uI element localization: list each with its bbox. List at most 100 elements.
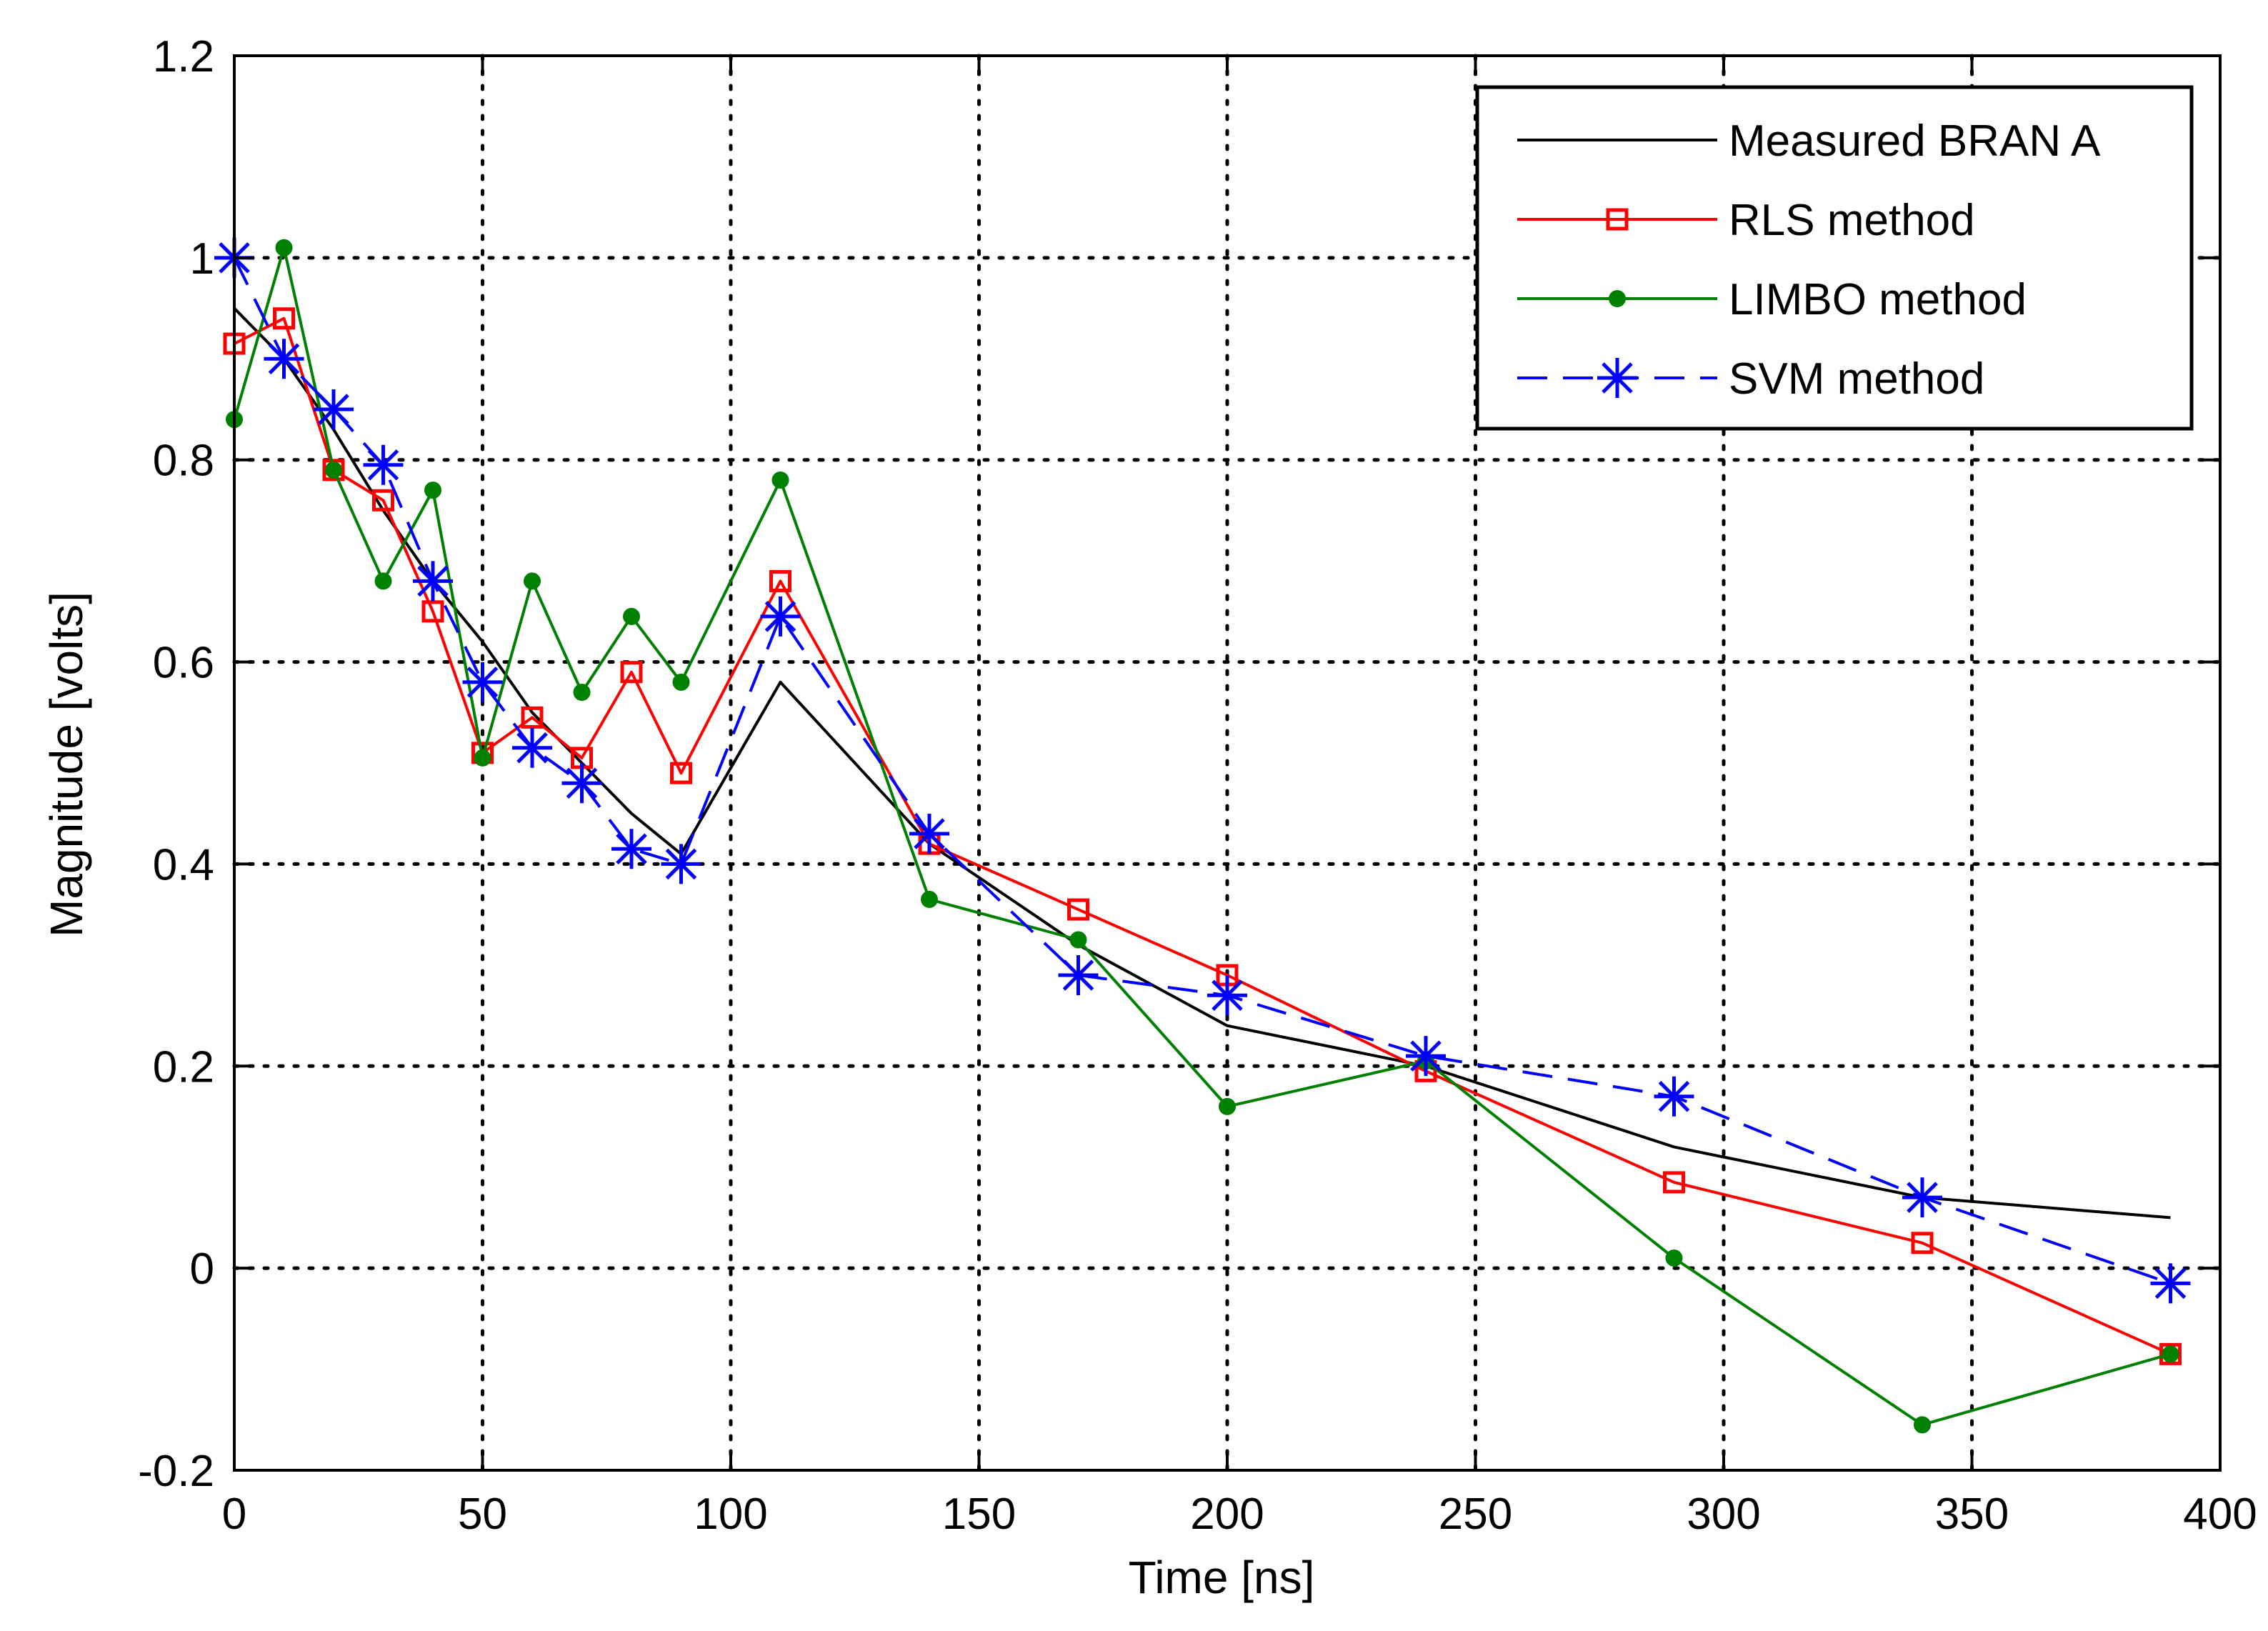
data-point-limbo-method	[672, 673, 690, 691]
star-stroke	[318, 394, 349, 425]
data-point-svm-method	[512, 727, 552, 768]
y-tick-label: 0.6	[153, 639, 214, 688]
legend-item: RLS method	[1517, 196, 1975, 245]
data-point-svm-method	[2150, 1263, 2191, 1304]
x-tick-label: 300	[1687, 1490, 1760, 1539]
legend-swatch-marker	[1606, 208, 1629, 231]
data-point-limbo-method	[1914, 1416, 1931, 1434]
data-point-limbo-method	[2162, 1345, 2179, 1363]
y-tick-label: 0.2	[153, 1042, 214, 1092]
star-stroke	[268, 343, 300, 375]
star-stroke	[1410, 1040, 1442, 1072]
data-point-rls-method	[1663, 1171, 1685, 1194]
data-point-rls-method	[670, 762, 692, 784]
star-stroke	[914, 818, 945, 849]
data-point-limbo-method	[623, 607, 640, 625]
data-point-rls-method	[521, 706, 544, 729]
star-stroke	[1907, 1182, 1938, 1213]
y-axis-label: Magnitude [volts]	[41, 592, 92, 937]
legend-item: Measured BRAN A	[1517, 116, 2101, 166]
data-point-rls-method	[769, 569, 791, 592]
legend-swatch-marker	[1609, 290, 1626, 307]
star-stroke	[566, 767, 598, 799]
star-stroke	[1658, 1080, 1690, 1112]
legend-item: SVM method	[1517, 354, 1984, 404]
star-stroke	[665, 848, 697, 880]
y-tick-label: 0	[190, 1245, 214, 1294]
data-point-limbo-method	[771, 472, 789, 489]
data-point-svm-method	[363, 444, 404, 485]
data-point-limbo-method	[921, 890, 938, 908]
legend-box	[1475, 85, 2194, 431]
data-point-rls-method	[421, 600, 444, 623]
legend-label: SVM method	[1729, 354, 1984, 404]
data-point-rls-method	[273, 307, 295, 330]
data-point-svm-method	[611, 829, 651, 869]
series-svm-method	[214, 237, 2191, 1304]
star-stroke	[2154, 1267, 2187, 1300]
data-point-svm-method	[760, 596, 801, 637]
y-tick-label: 0.8	[153, 437, 214, 486]
star-stroke	[417, 565, 449, 597]
data-point-svm-method	[1902, 1177, 1942, 1218]
data-point-limbo-method	[424, 482, 441, 499]
series-line-limbo-method	[233, 246, 2172, 1427]
data-point-svm-method	[1207, 975, 1247, 1016]
data-point-svm-method	[661, 844, 701, 884]
data-point-rls-method	[620, 661, 643, 684]
data-point-limbo-method	[374, 572, 392, 590]
data-point-svm-method	[909, 814, 949, 854]
data-point-rls-method	[322, 459, 345, 482]
star-stroke	[466, 667, 499, 698]
y-tick-label: -0.2	[138, 1447, 214, 1496]
x-tick-label: 250	[1439, 1490, 1512, 1539]
legend-swatch-marker	[1597, 358, 1637, 398]
data-point-svm-method	[561, 763, 602, 804]
data-point-rls-method	[1911, 1232, 1934, 1255]
series-layer	[214, 237, 2191, 1434]
axes: 0 50 100 150 200 250 300 350 400-0.200.20.40.60.…	[138, 32, 2257, 1539]
data-point-limbo-method	[325, 461, 342, 479]
star-stroke	[1212, 979, 1243, 1012]
data-point-limbo-method	[474, 749, 491, 767]
legend-item: LIMBO method	[1517, 275, 2027, 324]
star-stroke	[367, 449, 399, 481]
data-point-rls-method	[1067, 898, 1089, 921]
data-point-svm-method	[1058, 955, 1099, 995]
data-point-rls-method	[372, 489, 394, 512]
y-tick-label: 1	[190, 234, 214, 284]
data-point-svm-method	[462, 662, 503, 702]
data-point-rls-method	[2159, 1342, 2182, 1365]
legend-label: RLS method	[1729, 196, 1975, 245]
legend-label: Measured BRAN A	[1729, 116, 2101, 166]
x-tick-label: 50	[458, 1490, 507, 1539]
data-point-svm-method	[314, 389, 354, 429]
x-tick-label: 0	[222, 1490, 246, 1539]
data-point-svm-method	[1406, 1036, 1446, 1077]
x-tick-label: 100	[694, 1490, 767, 1539]
data-point-limbo-method	[1665, 1250, 1683, 1267]
x-tick-label: 350	[1935, 1490, 2009, 1539]
x-tick-label: 150	[942, 1490, 1016, 1539]
star-stroke	[1602, 362, 1633, 394]
data-point-limbo-method	[573, 684, 591, 701]
data-point-limbo-method	[1069, 931, 1087, 949]
star-stroke	[764, 601, 796, 632]
y-tick-label: 1.2	[153, 32, 214, 81]
x-tick-label: 400	[2183, 1490, 2257, 1539]
data-point-limbo-method	[1219, 1097, 1236, 1115]
star-stroke	[616, 833, 647, 864]
series-limbo-method	[226, 239, 2179, 1434]
legend: Measured BRAN A RLS method LIMBO method SVM…	[1475, 85, 2194, 431]
y-tick-label: 0.4	[153, 840, 214, 889]
star-stroke	[516, 732, 548, 764]
data-point-limbo-method	[524, 572, 541, 590]
data-point-svm-method	[1654, 1076, 1694, 1117]
data-point-svm-method	[264, 339, 304, 379]
x-axis-label: Time [ns]	[1129, 1552, 1315, 1603]
data-point-limbo-method	[275, 239, 293, 256]
x-tick-label: 200	[1190, 1490, 1264, 1539]
data-point-svm-method	[413, 561, 453, 602]
